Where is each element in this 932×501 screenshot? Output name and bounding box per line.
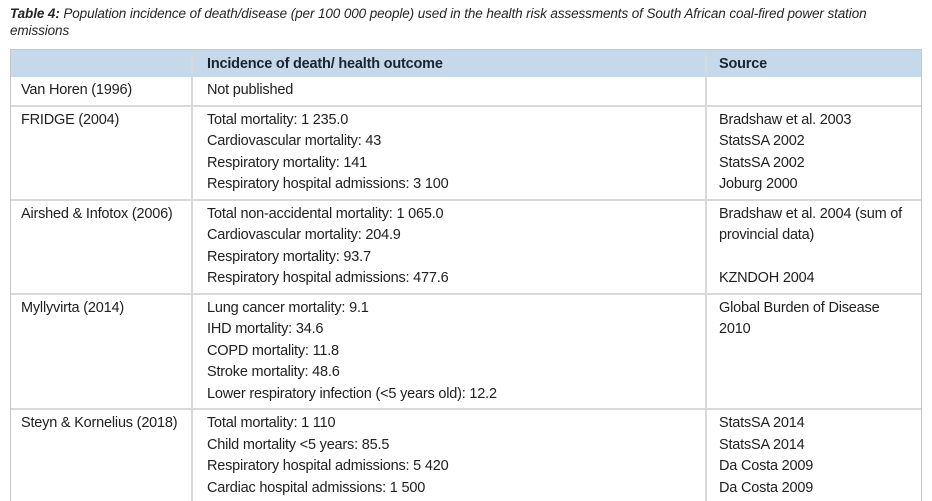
incidence-line: Child mortality <5 years: 85.5 [207, 436, 390, 453]
table-caption-text: Population incidence of death/disease (p… [10, 6, 867, 38]
incidence-line: Respiratory mortality: 141 [207, 154, 367, 171]
source-line [719, 247, 913, 269]
incidence-line: Respiratory mortality: 93.7 [207, 248, 371, 265]
table-caption: Table 4: Population incidence of death/d… [10, 6, 915, 39]
table-row: Airshed & Infotox (2006) Total non-accid… [11, 198, 921, 293]
table-body: Van Horen (1996) Not published FRIDGE (2… [11, 77, 921, 501]
study-label: FRIDGE (2004) [21, 111, 120, 128]
incidence-line: Total mortality: 1 235.0 [207, 111, 349, 128]
header-cell-study [11, 62, 191, 66]
source-line: StatsSA 2014 [719, 415, 805, 431]
source-cell: Global Burden of Disease 2010 [705, 294, 921, 408]
source-line: Bradshaw et al. 2004 (sum of provincial … [719, 205, 902, 244]
incidence-table: Incidence of death/ health outcome Sourc… [10, 49, 922, 501]
source-line: Da Costa 2009 [719, 479, 814, 496]
source-line: Global Burden of Disease 2010 [719, 299, 880, 338]
study-label: Van Horen (1996) [21, 82, 132, 98]
incidence-line: Total non-accidental mortality: 1 065.0 [207, 205, 444, 222]
incidence-line: Not published [207, 82, 294, 98]
source-cell: StatsSA 2014 StatsSA 2014 Da Costa 2009 Da … [705, 410, 921, 501]
incidence-cell: Total mortality: 1 235.0 Cardiovascular m… [191, 106, 705, 199]
incidence-line: IHD mortality: 34.6 [207, 321, 324, 337]
source-cell: Bradshaw et al. 2003 StatsSA 2002 StatsSA … [705, 106, 921, 199]
table-row: FRIDGE (2004) Total mortality: 1 235.0 Ca… [11, 104, 921, 199]
source-line: StatsSA 2002 [719, 154, 805, 171]
table-row: Myllyvirta (2014) Lung cancer mortality:… [11, 292, 921, 408]
incidence-line: Stroke mortality: 48.6 [207, 364, 340, 380]
incidence-cell: Total mortality: 1 110 Child mortality <5… [191, 410, 705, 501]
incidence-line: Lung cancer mortality: 9.1 [207, 299, 369, 316]
incidence-line: Lower respiratory infection (<5 years ol… [207, 385, 497, 402]
source-cell [705, 77, 921, 105]
source-line: Joburg 2000 [719, 176, 798, 192]
incidence-cell: Total non-accidental mortality: 1 065.0 C… [191, 200, 705, 293]
source-line: KZNDOH 2004 [719, 270, 815, 286]
header-cell-source: Source [705, 53, 921, 74]
source-line: StatsSA 2002 [719, 133, 805, 149]
source-line: StatsSA 2014 [719, 436, 805, 453]
source-line: Bradshaw et al. 2003 [719, 111, 852, 128]
source-cell: Bradshaw et al. 2004 (sum of provincial … [705, 200, 921, 293]
table-caption-label: Table 4: [10, 6, 60, 21]
incidence-line: Cardiovascular mortality: 204.9 [207, 227, 401, 243]
source-line: Da Costa 2009 [719, 458, 814, 474]
incidence-line: Respiratory hospital admissions: 5 420 [207, 458, 449, 474]
table-row: Steyn & Kornelius (2018) Total mortality… [11, 408, 921, 501]
incidence-line: Respiratory hospital admissions: 3 100 [207, 176, 449, 192]
incidence-line: COPD mortality: 11.8 [207, 342, 339, 359]
table-header-row: Incidence of death/ health outcome Sourc… [11, 50, 921, 77]
study-label: Airshed & Infotox (2006) [21, 205, 173, 222]
study-label: Steyn & Kornelius (2018) [21, 415, 178, 431]
incidence-cell: Lung cancer mortality: 9.1 IHD mortality:… [191, 294, 705, 408]
incidence-cell: Not published [191, 77, 705, 105]
header-cell-incidence: Incidence of death/ health outcome [191, 53, 705, 74]
incidence-line: Cardiac hospital admissions: 1 500 [207, 479, 426, 496]
study-label: Myllyvirta (2014) [21, 299, 124, 316]
table-row: Van Horen (1996) Not published [11, 77, 921, 105]
incidence-line: Cardiovascular mortality: 43 [207, 133, 382, 149]
incidence-line: Respiratory hospital admissions: 477.6 [207, 270, 449, 286]
incidence-line: Total mortality: 1 110 [207, 415, 336, 431]
